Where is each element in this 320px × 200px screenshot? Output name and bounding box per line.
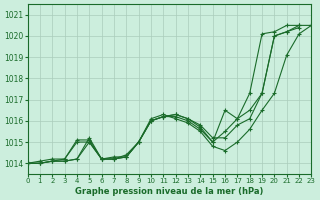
X-axis label: Graphe pression niveau de la mer (hPa): Graphe pression niveau de la mer (hPa) (75, 187, 264, 196)
